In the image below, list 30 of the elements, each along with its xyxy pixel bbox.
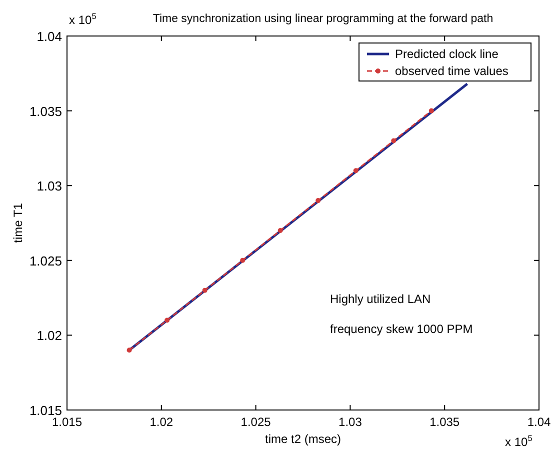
point xyxy=(202,288,208,293)
y-tick-label: 1.02 xyxy=(36,328,62,344)
point xyxy=(126,348,132,353)
text: x 10$^{5}$ xyxy=(69,11,97,27)
y-tick-label: 1.025 xyxy=(29,253,62,268)
x-tick-label: 1.04 xyxy=(527,415,551,429)
annotation: Highly utilized LAN xyxy=(330,292,431,306)
x-tick-label: 1.02 xyxy=(150,415,174,429)
x-tick-label: 1.025 xyxy=(240,415,272,429)
point xyxy=(353,168,358,174)
annotation: frequency skew 1000 PPM xyxy=(330,322,473,336)
point xyxy=(391,138,396,144)
point xyxy=(428,108,434,114)
y-tick-label: 1.035 xyxy=(29,104,62,119)
point xyxy=(240,258,246,263)
point xyxy=(278,228,283,233)
point xyxy=(316,198,321,204)
legend-label: Predicted clock line xyxy=(395,47,499,61)
y-axis-title: time T1 xyxy=(11,202,25,243)
point xyxy=(164,318,170,323)
x-tick-label: 1.015 xyxy=(52,415,82,429)
x-axis-title: time t2 (msec) xyxy=(264,432,342,446)
chart-title: Time synchronization using linear programming at the forward path xyxy=(152,13,494,25)
y-tick-label: 1.03 xyxy=(36,178,62,194)
y-tick-label: 1.04 xyxy=(36,29,62,44)
text: x 10$^{5}$ xyxy=(505,433,533,449)
x-tick-label: 1.035 xyxy=(430,415,460,429)
x-tick-label: 1.03 xyxy=(338,415,362,429)
legend-label: observed time values xyxy=(395,64,508,78)
y-tick-label: 1.015 xyxy=(29,403,62,418)
